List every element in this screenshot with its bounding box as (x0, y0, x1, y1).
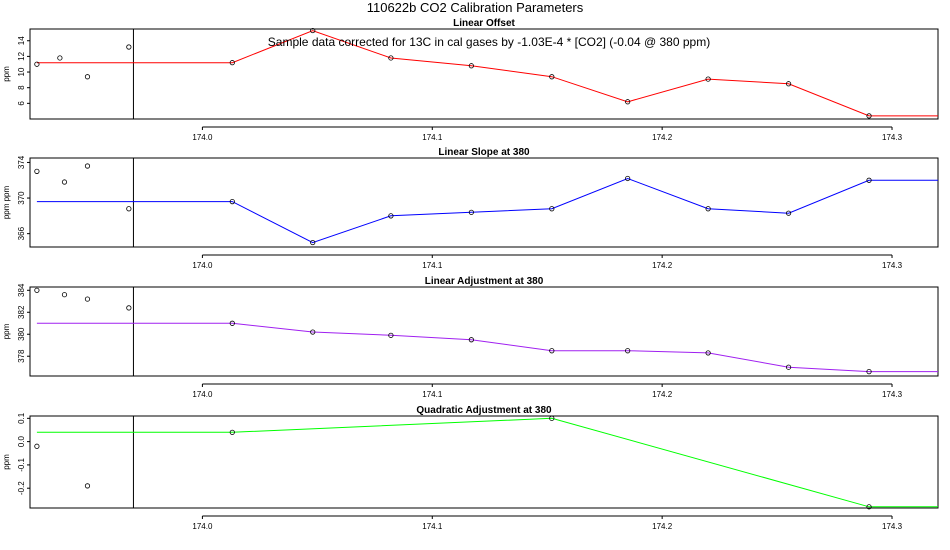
y-tick-label: 8 (17, 85, 26, 90)
y-tick-label: 384 (17, 283, 26, 297)
prior-point (57, 55, 63, 61)
x-tick-label: 174.1 (422, 261, 443, 270)
data-point (785, 81, 792, 87)
data-point (785, 364, 792, 370)
data-point (310, 27, 316, 34)
data-point (310, 239, 316, 246)
plot-frame (29, 157, 939, 248)
data-point (866, 369, 872, 375)
data-point (625, 175, 631, 182)
series-line (36, 177, 938, 244)
data-point (229, 320, 235, 326)
y-axis-label: ppm (2, 323, 11, 339)
y-tick-label: 0.1 (17, 412, 26, 424)
y-axis-label: ppm ppm (2, 185, 11, 219)
prior-point (84, 74, 91, 80)
series-line (36, 322, 938, 373)
data-point (705, 206, 711, 212)
data-point (549, 415, 555, 421)
prior-point (126, 206, 132, 212)
x-tick-label: 174.2 (652, 261, 673, 270)
x-tick-label: 174.3 (882, 133, 903, 142)
data-point (625, 99, 631, 105)
panel-2: Linear Slope at 380 ppm ppm 366 370 374 174.0… (2, 147, 939, 270)
y-tick-label: 14 (17, 36, 26, 45)
x-tick-label: 174.0 (192, 133, 213, 142)
y-tick-label: 380 (17, 327, 26, 341)
data-point (866, 113, 872, 119)
prior-point (126, 44, 132, 50)
y-tick-label: 0.0 (17, 436, 26, 448)
data-point (229, 429, 235, 435)
data-point (705, 350, 711, 356)
x-tick-label: 174.3 (882, 390, 903, 399)
x-tick-label: 174.3 (882, 522, 903, 531)
x-tick-label: 174.1 (422, 522, 443, 531)
data-point (549, 206, 555, 212)
data-point (468, 63, 474, 69)
data-point (866, 504, 872, 510)
annotation-text: Sample data corrected for 13C in cal gas… (268, 35, 710, 49)
prior-point (126, 305, 132, 311)
panel-4: Quadratic Adjustment at 380 ppm -0.2 -0.1 0.… (2, 405, 939, 531)
data-point (549, 348, 555, 354)
y-tick-label: 366 (17, 226, 26, 240)
prior-point (34, 61, 40, 67)
y-axis-label: ppm (2, 66, 11, 82)
data-point (625, 348, 631, 354)
x-tick-label: 174.3 (882, 261, 903, 270)
x-tick-label: 174.2 (652, 133, 673, 142)
panel-1: Linear Offset ppm 6 8 10 12 14 174.0 174.1 174.2 1… (2, 18, 939, 142)
prior-point (34, 168, 40, 174)
x-tick-label: 174.0 (192, 522, 213, 531)
panel-title: Linear Offset (453, 18, 515, 29)
data-point (866, 177, 872, 183)
y-tick-label: -0.2 (17, 481, 26, 495)
data-point (705, 76, 711, 82)
y-tick-label: 12 (17, 51, 26, 60)
x-tick-label: 174.0 (192, 390, 213, 399)
panel-3: Linear Adjustment at 380 ppm 378 380 382 384 1… (2, 276, 939, 399)
y-tick-label: 6 (17, 101, 26, 106)
prior-point (61, 292, 68, 298)
panel-title: Linear Slope at 380 (438, 147, 530, 158)
data-point (388, 55, 394, 61)
x-tick-label: 174.1 (422, 133, 443, 142)
data-point (310, 329, 316, 335)
data-point (229, 60, 235, 66)
x-tick-label: 174.2 (652, 522, 673, 531)
y-tick-label: 10 (17, 67, 26, 76)
plot-frame (29, 286, 939, 377)
series-line (36, 30, 938, 117)
data-point (785, 210, 792, 216)
prior-point (34, 443, 40, 449)
panel-title: Linear Adjustment at 380 (425, 276, 544, 287)
chart-main-title: 110622b CO2 Calibration Parameters (366, 0, 584, 15)
y-tick-label: 370 (17, 191, 26, 205)
data-point (549, 74, 555, 80)
panel-title: Quadratic Adjustment at 380 (416, 405, 552, 416)
prior-point (61, 179, 68, 185)
prior-point (34, 287, 40, 293)
plot-frame (29, 415, 939, 509)
y-axis-label: ppm (2, 454, 11, 470)
x-tick-label: 174.2 (652, 390, 673, 399)
data-point (468, 337, 474, 343)
y-tick-label: -0.1 (17, 457, 26, 471)
plot-frame (29, 28, 939, 120)
data-point (468, 209, 474, 215)
y-tick-label: 374 (17, 155, 26, 169)
data-point (388, 213, 394, 219)
prior-point (84, 296, 91, 302)
y-tick-label: 382 (17, 305, 26, 319)
x-tick-label: 174.1 (422, 390, 443, 399)
data-point (388, 332, 394, 338)
prior-point (84, 483, 91, 489)
data-point (229, 199, 235, 205)
y-tick-label: 378 (17, 349, 26, 363)
prior-point (84, 163, 91, 169)
x-tick-label: 174.0 (192, 261, 213, 270)
series-line (36, 417, 938, 508)
